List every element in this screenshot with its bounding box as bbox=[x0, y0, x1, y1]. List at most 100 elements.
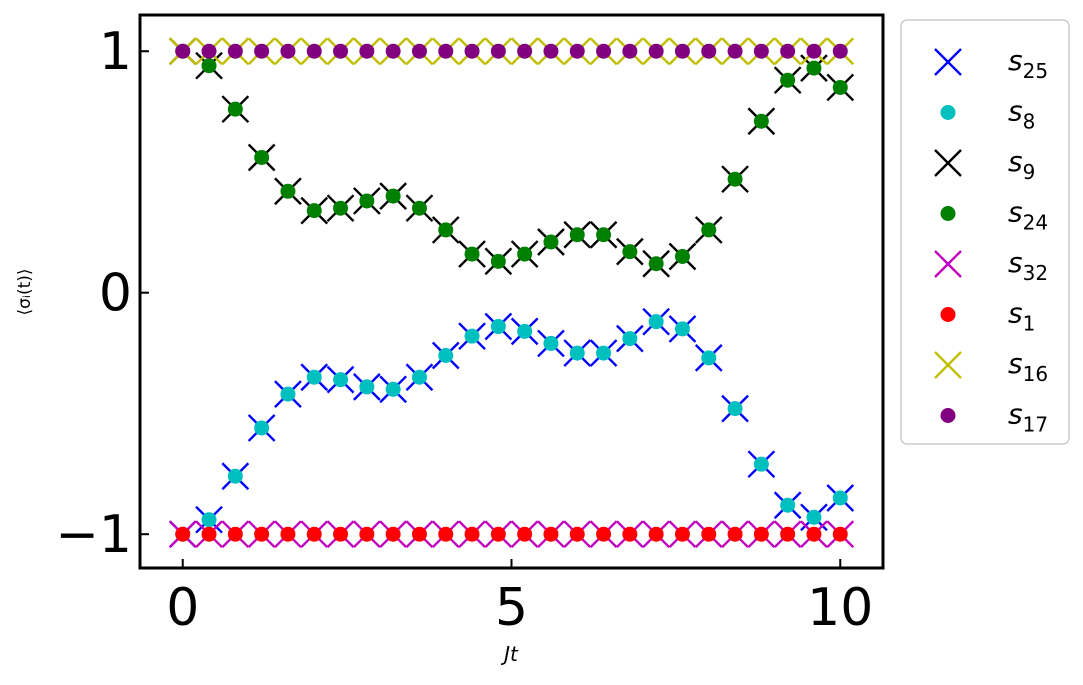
point-s24 bbox=[306, 203, 322, 219]
point-s8 bbox=[832, 490, 848, 506]
legend-marker bbox=[934, 48, 962, 76]
point-s17 bbox=[622, 43, 638, 59]
point-s24 bbox=[280, 183, 296, 199]
point-s8 bbox=[201, 512, 217, 528]
point-s8 bbox=[517, 323, 533, 339]
point-s17 bbox=[806, 43, 822, 59]
point-s17 bbox=[227, 43, 243, 59]
point-s8 bbox=[543, 335, 559, 351]
series-s8 bbox=[175, 314, 848, 542]
point-s17 bbox=[832, 43, 848, 59]
point-s1 bbox=[780, 526, 796, 542]
point-s17 bbox=[648, 43, 664, 59]
point-s17 bbox=[359, 43, 375, 59]
point-s24 bbox=[490, 253, 506, 269]
point-s1 bbox=[648, 526, 664, 542]
point-s24 bbox=[596, 227, 612, 243]
point-s24 bbox=[727, 171, 743, 187]
point-s17 bbox=[411, 43, 427, 59]
point-s1 bbox=[806, 526, 822, 542]
point-s1 bbox=[596, 526, 612, 542]
x-tick-label: 10 bbox=[807, 578, 873, 638]
point-s1 bbox=[333, 526, 349, 542]
point-s8 bbox=[727, 401, 743, 417]
data-marks bbox=[168, 37, 855, 549]
point-s24 bbox=[832, 79, 848, 95]
point-s1 bbox=[753, 526, 769, 542]
point-s1 bbox=[385, 526, 401, 542]
x-axis-ticks: 0 5 10 bbox=[166, 559, 873, 638]
point-s17 bbox=[780, 43, 796, 59]
point-s8 bbox=[753, 456, 769, 472]
point-s17 bbox=[569, 43, 585, 59]
point-s8 bbox=[701, 350, 717, 366]
point-s17 bbox=[280, 43, 296, 59]
point-s1 bbox=[674, 526, 690, 542]
point-s1 bbox=[359, 526, 375, 542]
legend-marker bbox=[940, 105, 956, 120]
series-s1 bbox=[175, 526, 848, 542]
point-s24 bbox=[227, 101, 243, 117]
point-s8 bbox=[411, 369, 427, 385]
point-s17 bbox=[385, 43, 401, 59]
legend-marker bbox=[940, 206, 956, 221]
point-s24 bbox=[543, 234, 559, 250]
point-s17 bbox=[490, 43, 506, 59]
point-s17 bbox=[254, 43, 270, 59]
point-s8 bbox=[227, 468, 243, 484]
x-tick-label: 0 bbox=[166, 578, 199, 638]
point-s24 bbox=[385, 188, 401, 204]
point-s8 bbox=[280, 386, 296, 402]
point-s8 bbox=[648, 314, 664, 330]
point-s1 bbox=[306, 526, 322, 542]
point-s17 bbox=[727, 43, 743, 59]
point-s24 bbox=[438, 222, 454, 238]
point-s1 bbox=[569, 526, 585, 542]
point-s1 bbox=[175, 526, 191, 542]
point-s17 bbox=[464, 43, 480, 59]
point-s8 bbox=[674, 321, 690, 337]
point-s1 bbox=[832, 526, 848, 542]
point-s8 bbox=[385, 381, 401, 397]
point-s17 bbox=[543, 43, 559, 59]
point-s24 bbox=[569, 227, 585, 243]
point-s24 bbox=[753, 113, 769, 129]
y-axis-ticks: −1 0 1 bbox=[55, 22, 149, 565]
point-s8 bbox=[622, 331, 638, 347]
point-s8 bbox=[438, 347, 454, 363]
point-s17 bbox=[753, 43, 769, 59]
x-axis-label: Jt bbox=[500, 642, 519, 666]
point-s8 bbox=[333, 372, 349, 388]
point-s1 bbox=[438, 526, 454, 542]
point-s24 bbox=[464, 246, 480, 262]
point-s17 bbox=[438, 43, 454, 59]
legend-marker bbox=[934, 250, 962, 278]
plot-area-frame bbox=[138, 13, 885, 570]
legend-marker bbox=[940, 307, 956, 322]
point-s8 bbox=[596, 345, 612, 361]
y-tick-label: 0 bbox=[99, 264, 132, 324]
point-s24 bbox=[254, 149, 270, 165]
point-s24 bbox=[201, 58, 217, 74]
point-s8 bbox=[359, 379, 375, 395]
legend-marker bbox=[934, 149, 962, 177]
point-s1 bbox=[227, 526, 243, 542]
point-s8 bbox=[806, 509, 822, 525]
y-tick-label: −1 bbox=[55, 505, 132, 565]
point-s1 bbox=[464, 526, 480, 542]
point-s24 bbox=[806, 60, 822, 76]
point-s1 bbox=[490, 526, 506, 542]
point-s17 bbox=[674, 43, 690, 59]
point-s1 bbox=[543, 526, 559, 542]
point-s1 bbox=[411, 526, 427, 542]
point-s8 bbox=[464, 328, 480, 344]
y-axis-label: ⟨σᵢ(t)⟩ bbox=[15, 268, 35, 315]
legend-frame bbox=[900, 19, 1070, 445]
point-s24 bbox=[359, 193, 375, 209]
point-s17 bbox=[175, 43, 191, 59]
point-s1 bbox=[201, 526, 217, 542]
point-s17 bbox=[201, 43, 217, 59]
legend-entry-s8: s8 bbox=[940, 95, 1035, 134]
